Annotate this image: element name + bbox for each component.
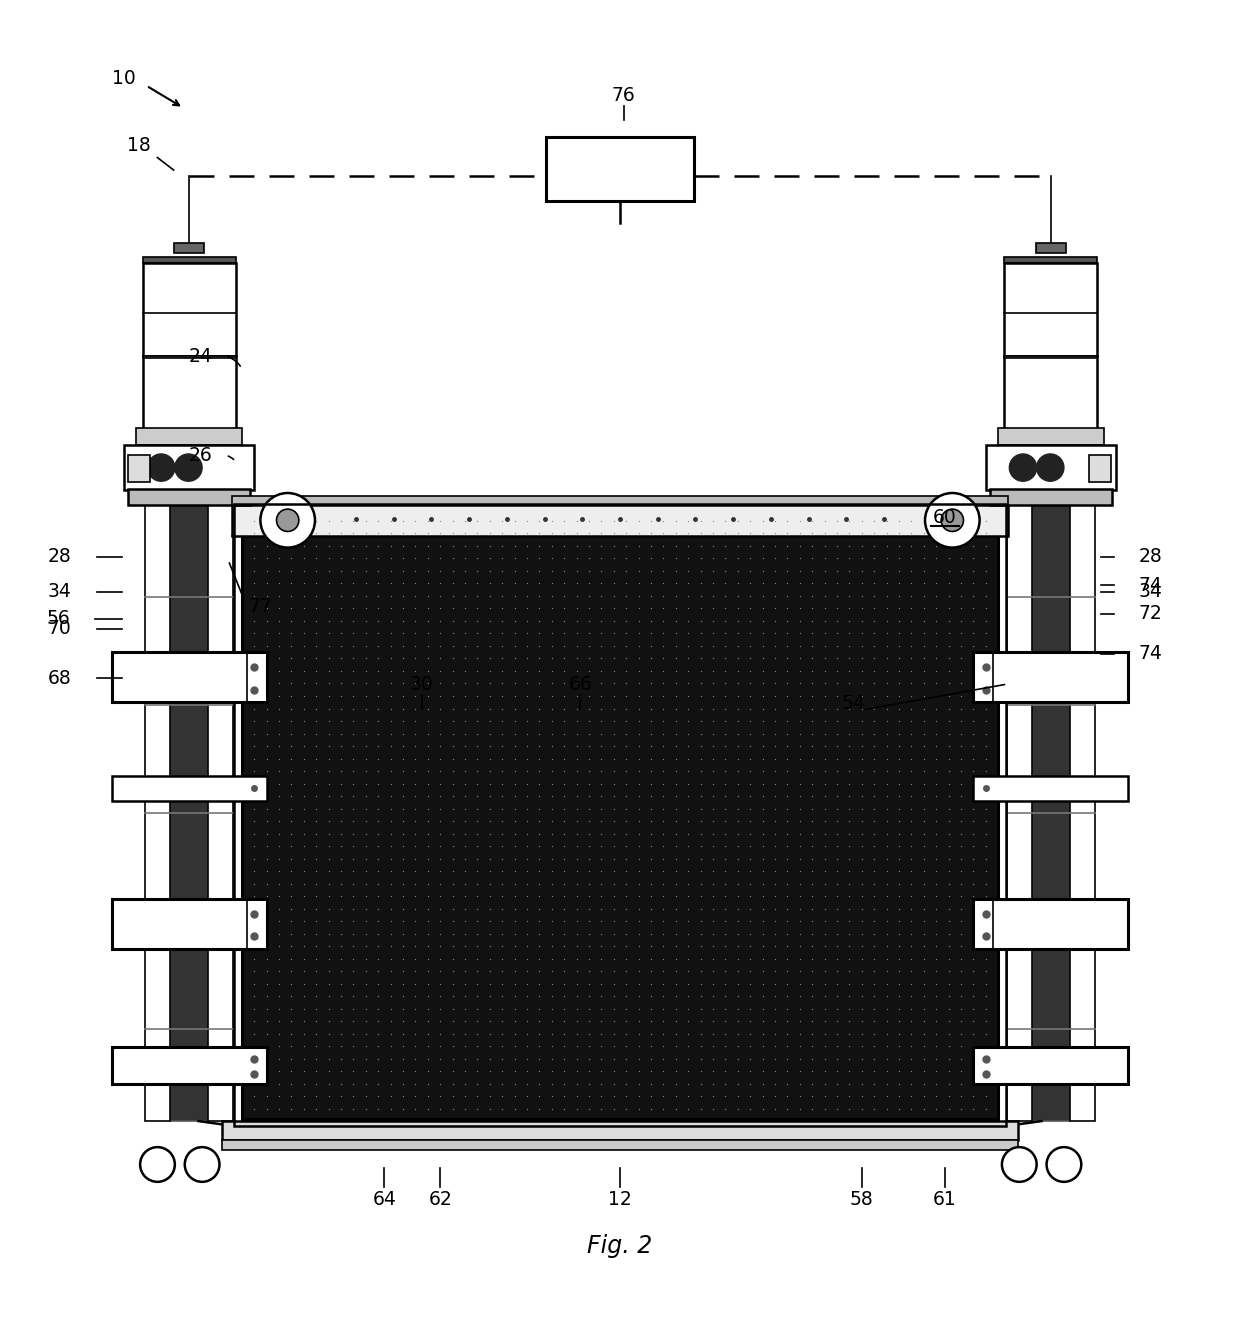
Circle shape <box>1047 1147 1081 1181</box>
Circle shape <box>260 493 315 547</box>
Polygon shape <box>112 899 267 948</box>
Text: 58: 58 <box>849 1189 874 1208</box>
Polygon shape <box>208 505 233 1122</box>
Polygon shape <box>112 653 267 702</box>
Polygon shape <box>1004 356 1097 430</box>
Text: 28: 28 <box>47 547 72 566</box>
Text: 74: 74 <box>1138 645 1163 663</box>
Polygon shape <box>136 428 242 445</box>
Text: 70: 70 <box>47 619 72 638</box>
Text: 54: 54 <box>841 694 866 713</box>
Polygon shape <box>998 428 1104 445</box>
Circle shape <box>1009 454 1037 481</box>
Text: 28: 28 <box>1138 547 1163 566</box>
Polygon shape <box>1089 456 1111 482</box>
Text: 30: 30 <box>409 675 434 694</box>
Circle shape <box>277 509 299 531</box>
Polygon shape <box>973 775 1128 801</box>
Circle shape <box>941 509 963 531</box>
Circle shape <box>140 1147 175 1181</box>
Text: 10: 10 <box>112 69 136 88</box>
Text: 72: 72 <box>1138 605 1163 623</box>
Circle shape <box>1002 1147 1037 1181</box>
Text: Fig. 2: Fig. 2 <box>588 1235 652 1259</box>
Polygon shape <box>990 489 1112 505</box>
Polygon shape <box>1032 505 1070 1122</box>
Text: 12: 12 <box>608 1189 632 1208</box>
Polygon shape <box>546 136 694 201</box>
Polygon shape <box>170 505 208 1122</box>
Circle shape <box>925 493 980 547</box>
Text: 64: 64 <box>372 1189 397 1208</box>
Polygon shape <box>986 445 1116 490</box>
Polygon shape <box>222 1140 1018 1150</box>
Text: 77: 77 <box>248 597 273 615</box>
Polygon shape <box>1004 262 1097 356</box>
Polygon shape <box>1004 356 1097 358</box>
Polygon shape <box>112 1047 267 1084</box>
Polygon shape <box>124 445 254 490</box>
Text: 60: 60 <box>932 507 957 526</box>
Text: 74: 74 <box>1138 575 1163 595</box>
Polygon shape <box>143 356 236 358</box>
Text: 56: 56 <box>46 609 71 629</box>
Text: 62: 62 <box>428 1189 453 1208</box>
Polygon shape <box>973 899 1128 948</box>
Circle shape <box>175 454 202 481</box>
Circle shape <box>148 454 175 481</box>
Polygon shape <box>143 257 236 262</box>
Polygon shape <box>232 505 1008 535</box>
Polygon shape <box>112 775 267 801</box>
Text: 68: 68 <box>47 669 72 687</box>
Polygon shape <box>222 1122 1018 1140</box>
Text: 76: 76 <box>611 87 636 105</box>
Circle shape <box>185 1147 219 1181</box>
Text: 34: 34 <box>47 582 72 601</box>
Text: 34: 34 <box>1138 582 1163 601</box>
Polygon shape <box>973 1047 1128 1084</box>
Polygon shape <box>232 496 1008 505</box>
Polygon shape <box>1007 505 1032 1122</box>
Polygon shape <box>1004 257 1097 262</box>
Text: 26: 26 <box>188 446 213 465</box>
Text: 61: 61 <box>932 1189 957 1208</box>
Circle shape <box>1037 454 1064 481</box>
Polygon shape <box>145 505 170 1122</box>
Polygon shape <box>242 511 998 1119</box>
Polygon shape <box>128 489 250 505</box>
Polygon shape <box>973 653 1128 702</box>
Polygon shape <box>1070 505 1095 1122</box>
Text: 24: 24 <box>188 346 213 365</box>
Polygon shape <box>143 356 236 430</box>
Polygon shape <box>174 244 203 253</box>
Text: 18: 18 <box>126 136 151 155</box>
Polygon shape <box>143 262 236 356</box>
Text: 66: 66 <box>568 675 593 694</box>
Polygon shape <box>128 456 150 482</box>
Polygon shape <box>1037 244 1065 253</box>
